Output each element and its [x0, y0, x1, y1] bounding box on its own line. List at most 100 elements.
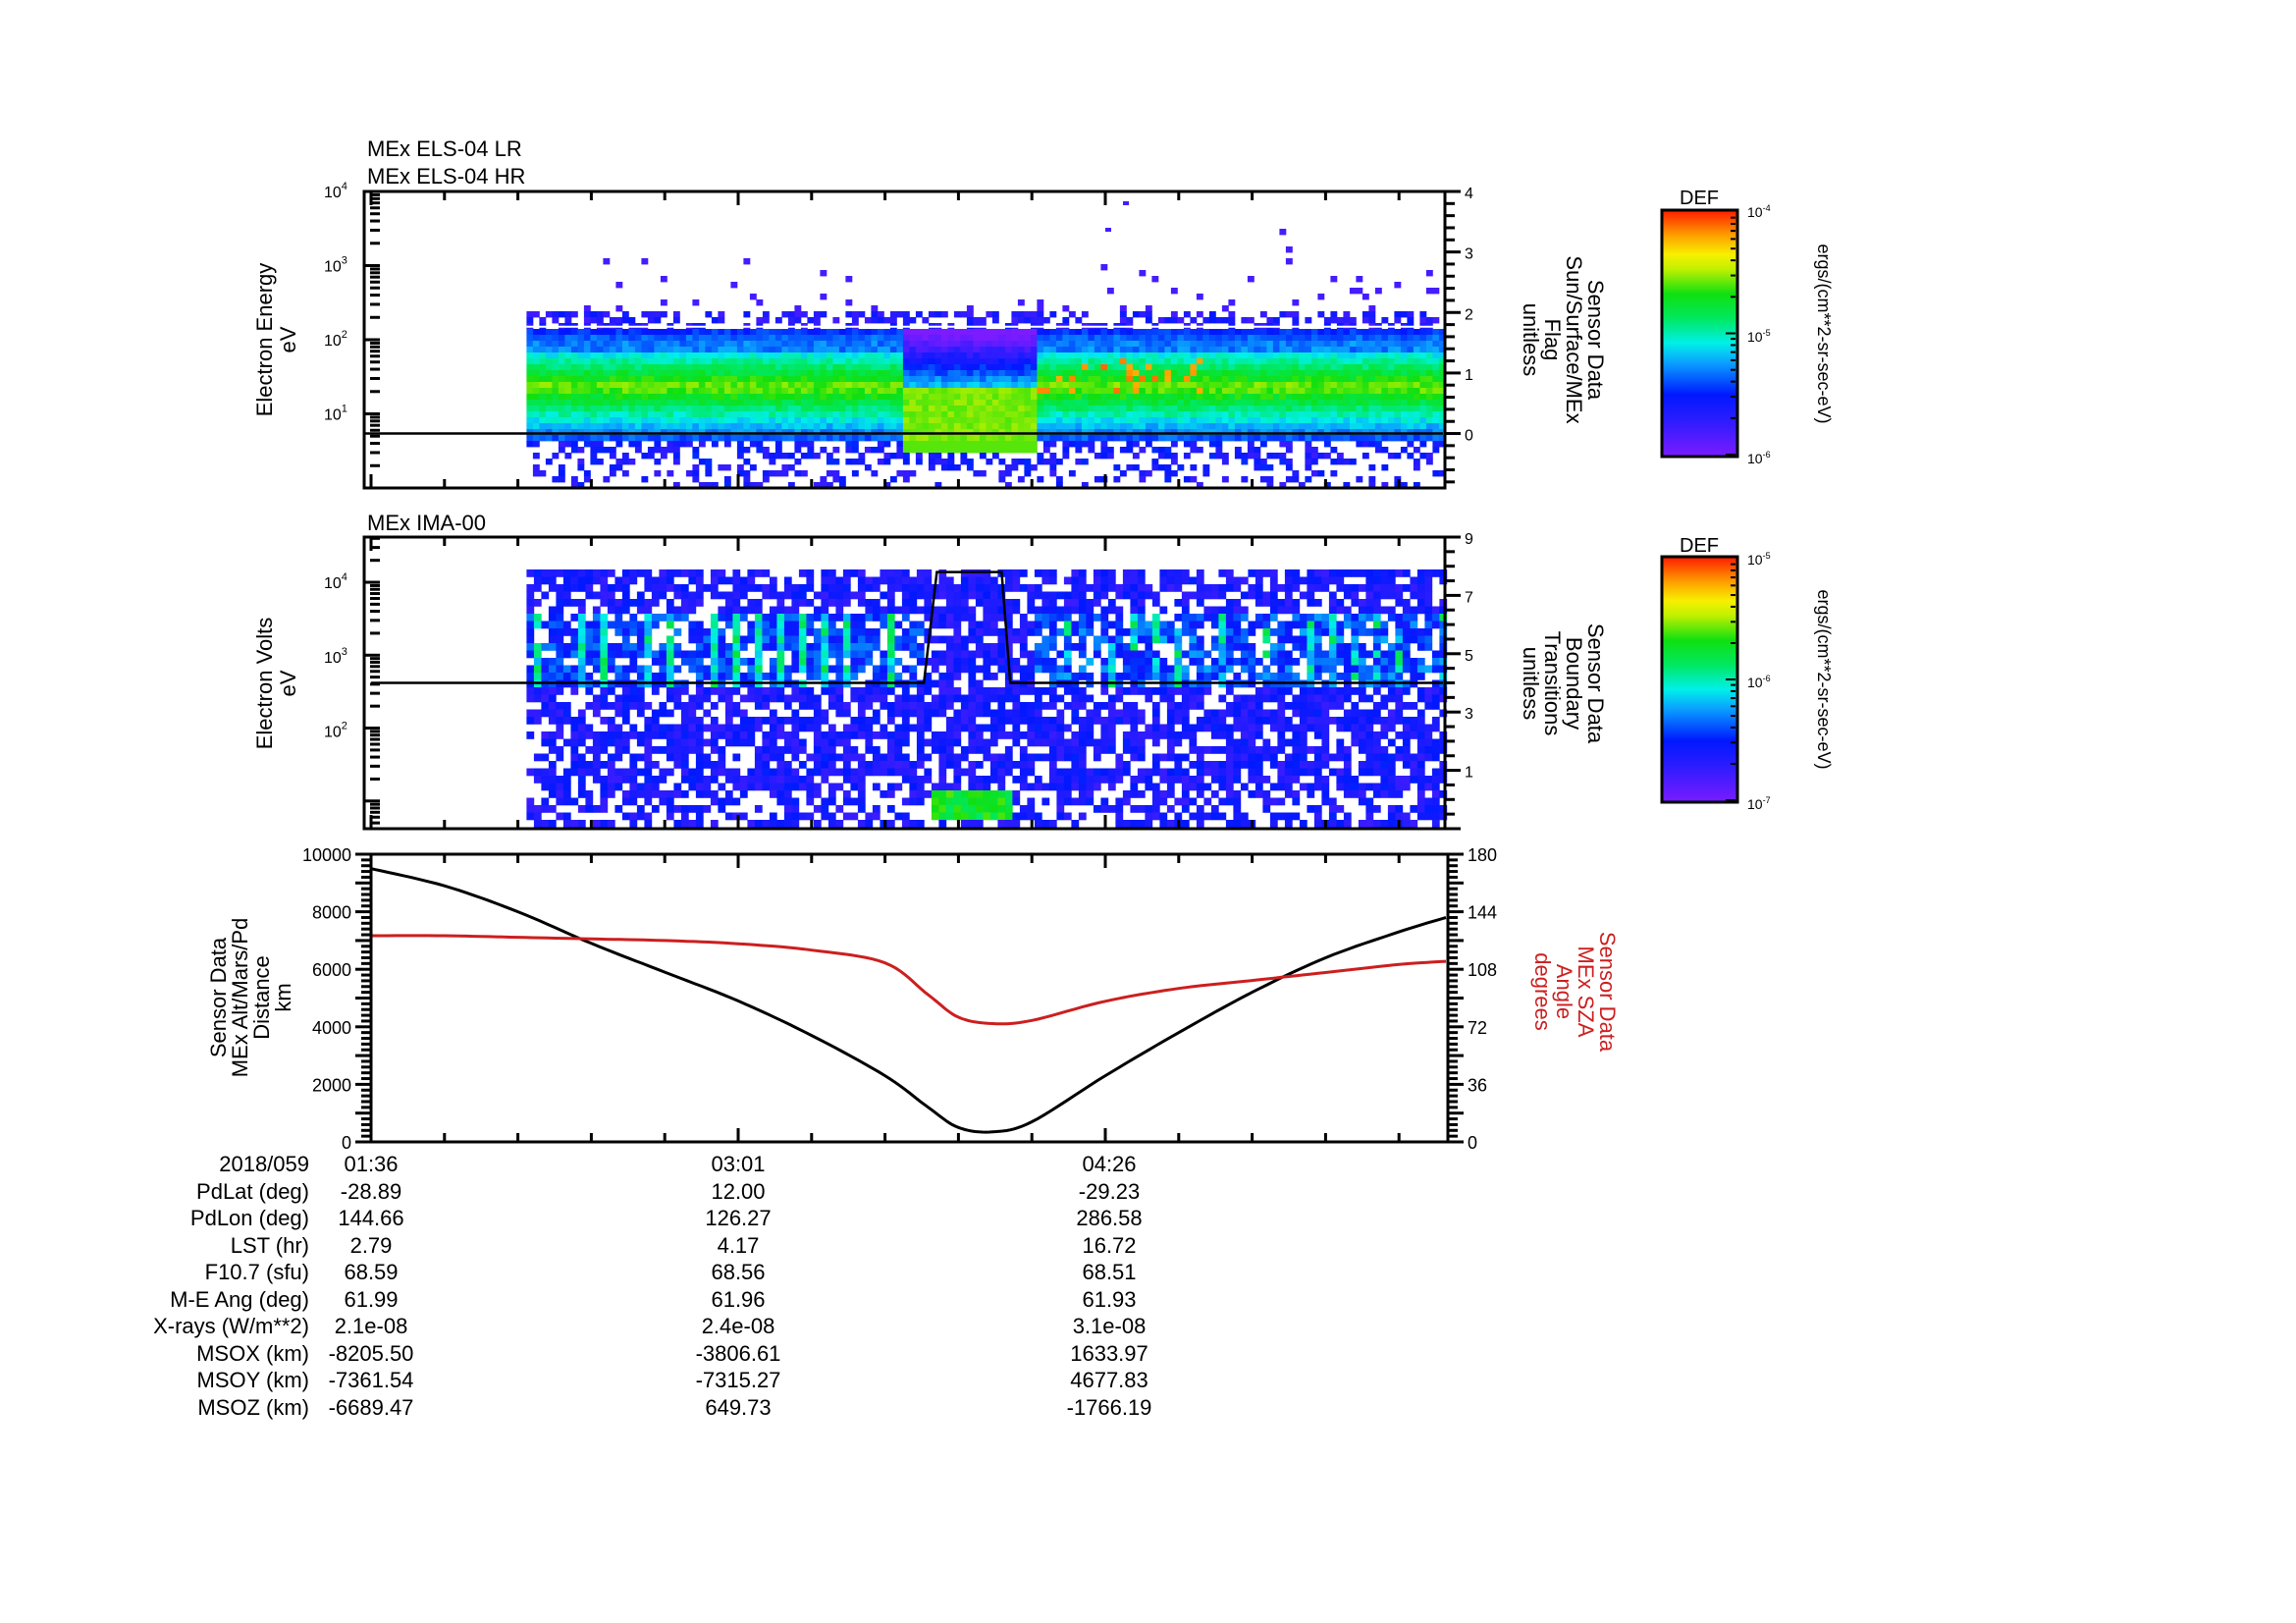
eph-label: PdLat (deg): [196, 1178, 309, 1204]
els-colorbar: DEF 10-4 10-5 10-6 ergs/(cm**2-sr-sec-eV…: [1660, 188, 1834, 466]
svg-text:3: 3: [1465, 246, 1473, 263]
eph-value: -8205.50: [328, 1340, 414, 1366]
svg-text:103: 103: [324, 255, 347, 276]
eph-label: LST (hr): [230, 1232, 309, 1258]
ephemeris-column-0301: 03:01 12.00 126.27 4.17 68.56 61.96 2.4e…: [679, 1151, 797, 1421]
eph-label: MSOX (km): [196, 1340, 309, 1366]
eph-label: F10.7 (sfu): [204, 1260, 309, 1284]
eph-label: PdLon (deg): [189, 1206, 309, 1230]
eph-value: 4677.83: [1070, 1368, 1148, 1392]
orbit-rlabel-2: MEx SZA: [1574, 947, 1598, 1038]
eph-value: -29.23: [1078, 1178, 1141, 1204]
ima-ylabel: Electron Volts eV: [252, 618, 300, 750]
eph-value: 61.99: [344, 1286, 399, 1312]
altitude-line: [370, 867, 1447, 1134]
eph-time: 04:26: [1082, 1152, 1137, 1176]
ima-title: MEx IMA-00: [367, 511, 486, 535]
orbit-ylabel-1: Sensor Data: [206, 937, 231, 1057]
els-spectrogram: [365, 201, 1446, 489]
eph-value: 2.79: [349, 1232, 393, 1258]
orbit-ylabel: Sensor Data MEx Alt/Mars/Pd Distance km: [206, 918, 295, 1078]
orbit-frame: [369, 852, 1450, 1144]
eph-value: 144.66: [338, 1206, 404, 1230]
ima-rlabel-4: unitless: [1519, 647, 1543, 721]
eph-value: -28.89: [340, 1178, 402, 1204]
eph-value: 286.58: [1076, 1206, 1143, 1230]
els-axis-ticks: [364, 189, 1461, 490]
ephemeris-labels: 2018/059 PdLat (deg) PdLon (deg) LST (hr…: [137, 1151, 309, 1421]
eph-value: -7315.27: [695, 1368, 781, 1392]
eph-value: 2.4e-08: [701, 1314, 775, 1338]
eph-label: MSOZ (km): [197, 1394, 309, 1420]
ephemeris-column-0426: 04:26 -29.23 286.58 16.72 68.51 61.93 3.…: [1050, 1151, 1168, 1421]
orbit-rlabel-1: Sensor Data: [1595, 932, 1620, 1053]
ima-ylabel-line2: eV: [276, 670, 300, 696]
els-ylabel-line1: Electron Energy: [252, 263, 277, 417]
ima-rlabel-2: Boundary: [1562, 637, 1586, 730]
eph-value: -6689.47: [328, 1394, 414, 1420]
els-colorbar-unit: ergs/(cm**2-sr-sec-eV): [1814, 243, 1834, 423]
ima-boundary-line: [371, 570, 1443, 684]
ima-axis-ticks: [364, 535, 1461, 831]
els-title-lr: MEx ELS-04 LR: [367, 136, 522, 161]
eph-value: -1766.19: [1066, 1394, 1152, 1420]
els-colorbar-title: DEF: [1680, 188, 1719, 209]
eph-value: 2.1e-08: [334, 1314, 408, 1338]
els-rlabel-1: Sensor Data: [1583, 280, 1608, 401]
eph-value: 61.93: [1082, 1286, 1137, 1312]
orbit-ylabel-4: km: [271, 983, 295, 1011]
ima-ylabel-line1: Electron Volts: [252, 618, 277, 750]
els-cb-top: 10-4: [1747, 203, 1771, 220]
orbit-right-ylabel: Sensor Data MEx SZA Angle degrees: [1530, 932, 1620, 1053]
els-rlabel-4: unitless: [1519, 303, 1543, 377]
els-rlabel-3: Flag: [1540, 319, 1565, 361]
sza-line: [371, 934, 1447, 1026]
els-colorbar-ticks: [1726, 216, 1735, 456]
els-ylabel: Electron Energy eV: [252, 263, 300, 417]
orbit-ylabel-3: Distance: [249, 955, 274, 1040]
eph-value: 61.96: [711, 1286, 766, 1312]
ima-colorbar-title: DEF: [1680, 535, 1719, 557]
els-cb-bottom: 10-6: [1747, 450, 1771, 466]
ima-rlabel-1: Sensor Data: [1583, 623, 1608, 744]
eph-time: 03:01: [711, 1152, 766, 1176]
ima-cb-mid: 10-6: [1747, 674, 1771, 690]
svg-text:104: 104: [324, 181, 347, 201]
els-cb-mid: 10-5: [1747, 328, 1771, 345]
els-rlabel-2: Sun/Surface/MEx: [1562, 255, 1586, 423]
eph-value: 1633.97: [1070, 1340, 1148, 1366]
eph-value: -3806.61: [695, 1340, 781, 1366]
svg-text:2: 2: [1465, 306, 1473, 323]
svg-text:1: 1: [1465, 367, 1473, 384]
eph-value: 68.51: [1082, 1260, 1137, 1284]
svg-text:102: 102: [324, 329, 347, 350]
ima-cb-top: 10-5: [1747, 551, 1771, 568]
ephemeris-column-0136: 01:36 -28.89 144.66 2.79 68.59 61.99 2.1…: [312, 1151, 430, 1421]
els-ylabel-line2: eV: [276, 326, 300, 352]
eph-value: 12.00: [711, 1178, 766, 1204]
ima-cb-bottom: 10-7: [1747, 795, 1771, 812]
orbit-rlabel-3: Angle: [1552, 964, 1576, 1019]
eph-label: X-rays (W/m**2): [153, 1314, 309, 1338]
eph-value: -7361.54: [328, 1368, 414, 1392]
ima-spectrogram: [526, 569, 1448, 828]
orbit-rlabel-4: degrees: [1530, 952, 1555, 1031]
orbit-axis-ticks: [355, 852, 1464, 1144]
ima-right-ylabel: Sensor Data Boundary Transitions unitles…: [1519, 623, 1608, 744]
els-panel: MEx ELS-04 LR MEx ELS-04 HR 104103102101…: [252, 136, 1608, 490]
orbit-ylabel-2: MEx Alt/Mars/Pd: [228, 918, 252, 1078]
els-y-tick-labels: 104 103 102 101: [324, 181, 347, 424]
els-right-ylabel: Sensor Data Sun/Surface/MEx Flag unitles…: [1519, 255, 1608, 423]
eph-value: 68.56: [711, 1260, 766, 1284]
eph-value: 649.73: [705, 1394, 772, 1420]
eph-value: 4.17: [717, 1232, 760, 1258]
ima-colorbar-ticks: [1726, 563, 1735, 801]
ima-colorbar-unit: ergs/(cm**2-sr-sec-eV): [1814, 589, 1834, 769]
eph-value: 16.72: [1082, 1232, 1137, 1258]
els-title-hr: MEx ELS-04 HR: [367, 164, 525, 189]
